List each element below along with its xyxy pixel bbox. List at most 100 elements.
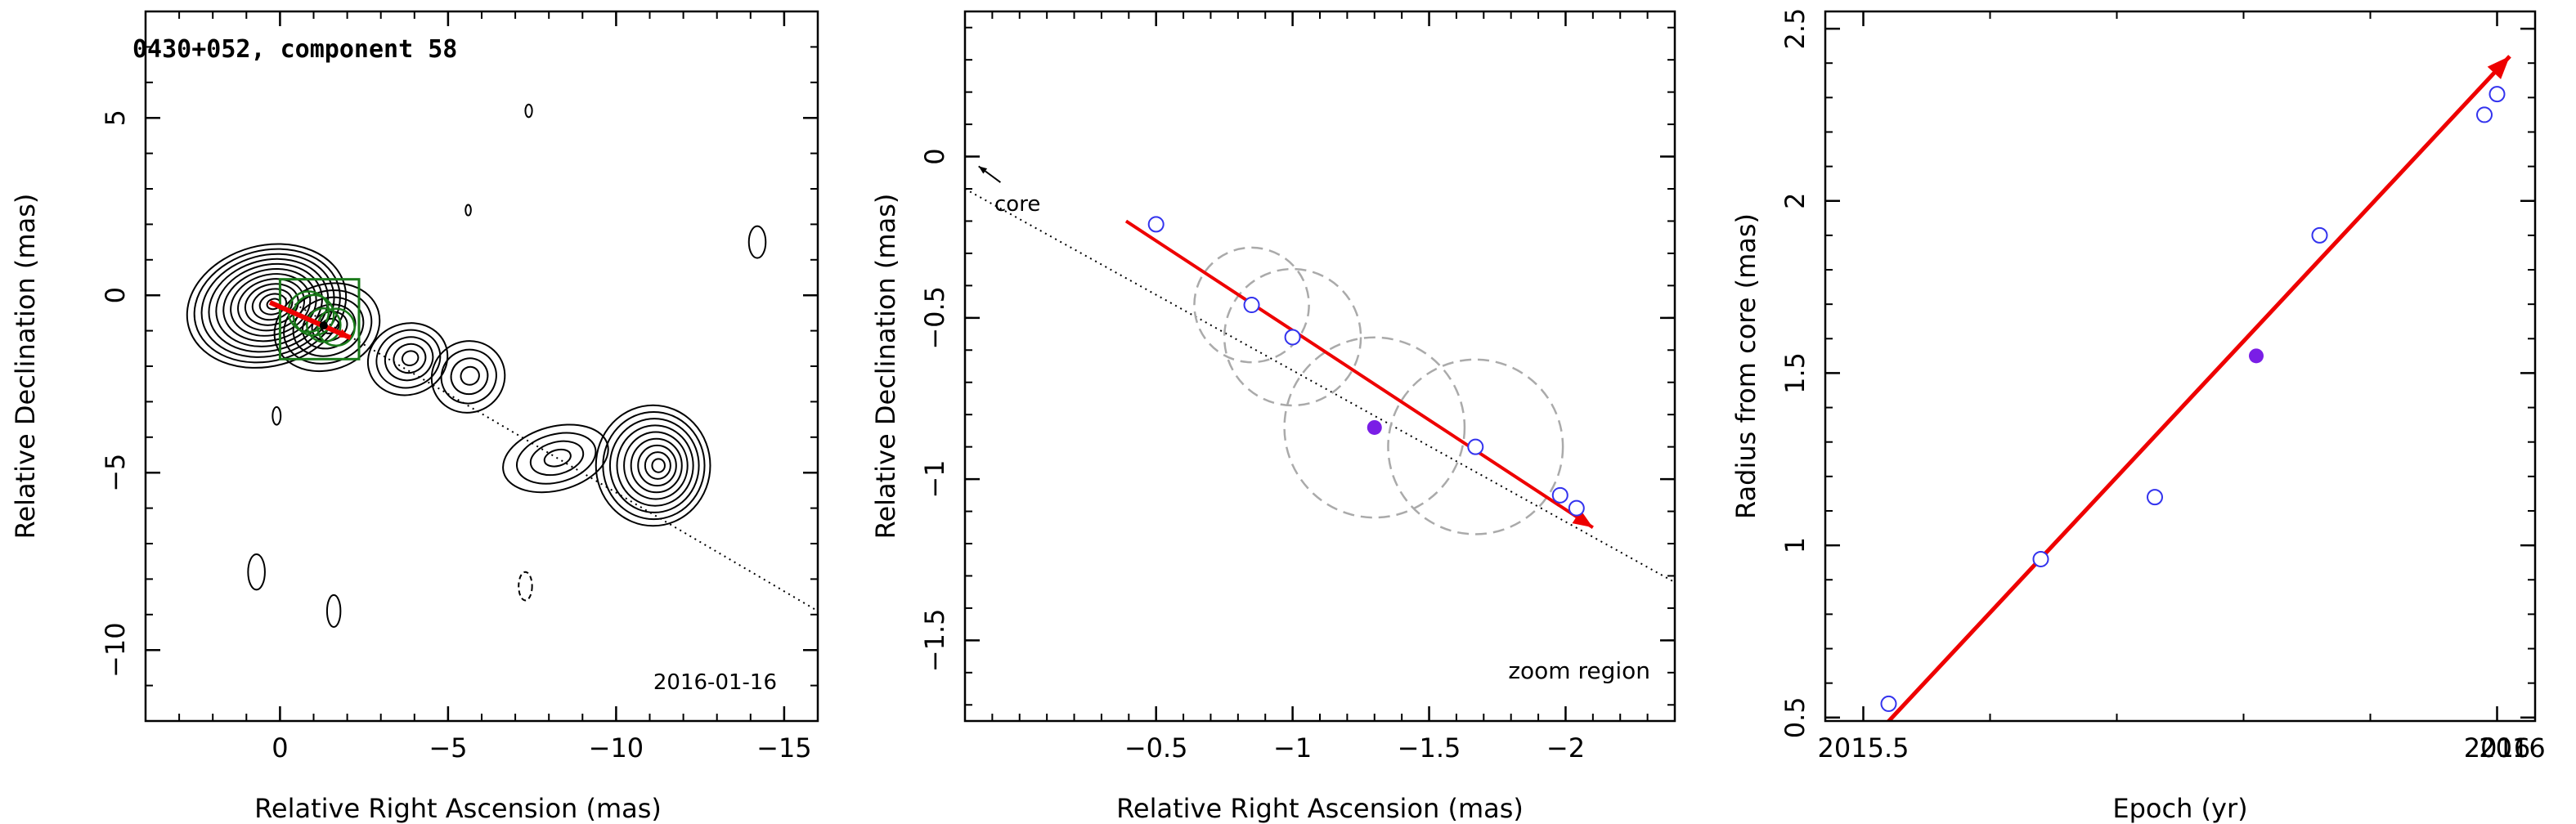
contour xyxy=(430,340,506,414)
y-axis-label: Relative Declination (mas) xyxy=(870,194,901,540)
axis-ticks: −0.5 −1 −1.5 −2 0 −0.5 −1 −1.5 xyxy=(919,11,1676,764)
jet-axis xyxy=(279,294,818,612)
current-epoch-point xyxy=(2249,348,2264,364)
epoch-point xyxy=(2311,226,2328,244)
x-tick-label: 0 xyxy=(272,732,288,764)
contour xyxy=(637,444,677,487)
arrow-head xyxy=(338,329,351,338)
core-label: core xyxy=(994,192,1040,217)
contour xyxy=(292,296,365,357)
date-label: 2016-01-16 xyxy=(653,670,777,695)
y-tick-label: −10 xyxy=(100,622,131,678)
current-epoch-point xyxy=(1367,419,1382,435)
contour xyxy=(608,418,700,513)
arrow-head xyxy=(978,166,988,174)
contour xyxy=(543,448,572,468)
epoch-point xyxy=(2476,106,2493,123)
velocity-arrow xyxy=(1886,55,2511,721)
contour xyxy=(651,458,666,473)
panel-frame xyxy=(144,10,819,723)
arrow-head xyxy=(1572,510,1593,528)
contour-layer xyxy=(186,103,767,628)
y-tick-label: 1.5 xyxy=(1779,352,1811,394)
y-tick-label: −0.5 xyxy=(919,286,950,350)
contour xyxy=(450,357,489,396)
y-tick-label: 0 xyxy=(919,148,950,164)
model-circle xyxy=(1387,358,1564,535)
x-tick-label: −0.5 xyxy=(1124,732,1188,764)
x-tick-label: −1.5 xyxy=(1398,732,1461,764)
epoch-point xyxy=(1243,297,1260,314)
axis-ticks: 2015.5 2016 0.5 1 1.5 2 2.5 2016 xyxy=(1779,8,2546,764)
x-axis-label: Relative Right Ascension (mas) xyxy=(1116,793,1524,824)
y-tick-label: −1 xyxy=(919,460,950,499)
contour xyxy=(384,336,434,382)
x-tick-label: −10 xyxy=(589,732,644,764)
zoom-plot-layer xyxy=(965,165,1675,584)
x-tick-label: 2015.5 xyxy=(1818,732,1910,764)
x-axis-label: Relative Right Ascension (mas) xyxy=(254,793,662,824)
x-tick-label: −2 xyxy=(1546,732,1585,764)
overlay-layer xyxy=(268,278,818,612)
epoch-point xyxy=(1880,695,1897,712)
contour xyxy=(272,405,282,426)
jet-axis xyxy=(965,188,1675,584)
y-tick-label: −1.5 xyxy=(919,609,950,673)
model-circle xyxy=(1283,336,1466,519)
epoch-point xyxy=(1284,329,1301,346)
contour xyxy=(393,343,427,374)
contour xyxy=(616,424,694,507)
y-tick-label: −5 xyxy=(100,454,131,492)
contour xyxy=(247,553,266,591)
y-tick-label: 2 xyxy=(1779,193,1811,209)
zoom-box xyxy=(278,278,361,360)
contour xyxy=(401,350,420,367)
panel-radius-vs-epoch: 2015.5 2016 0.5 1 1.5 2 2.5 2016 Epoch (yr) Rad… xyxy=(1730,8,2546,824)
contour xyxy=(460,365,480,386)
contour xyxy=(258,293,288,316)
y-axis-label: Relative Declination (mas) xyxy=(10,194,41,540)
contour xyxy=(524,103,533,119)
axis-ticks: 0 −5 −10 −15 5 0 −5 −10 xyxy=(100,11,818,764)
epoch-point xyxy=(2032,550,2049,567)
panel-frame xyxy=(1824,10,2537,723)
map-title: 0430+052, component 58 xyxy=(132,35,457,64)
y-tick-label: 5 xyxy=(100,110,131,126)
model-circle xyxy=(316,307,356,347)
radius-plot-layer xyxy=(1880,55,2511,721)
y-tick-label: 0 xyxy=(100,287,131,303)
epoch-point xyxy=(1467,438,1484,455)
velocity-arrow xyxy=(1124,219,1594,529)
contour xyxy=(464,204,472,217)
contour xyxy=(747,225,767,259)
contour xyxy=(186,243,348,369)
zoom-region-label: zoom region xyxy=(1508,657,1650,684)
y-tick-label: 2.5 xyxy=(1779,8,1811,50)
panel-zoom-region: −0.5 −1 −1.5 −2 0 −0.5 −1 −1.5 core zoom region… xyxy=(870,10,1676,824)
x-tick-label: 2016 xyxy=(2479,732,2545,764)
x-tick-label: −5 xyxy=(429,732,467,764)
contour xyxy=(630,437,683,494)
contour xyxy=(244,283,299,326)
contour xyxy=(366,322,449,396)
epoch-point xyxy=(2488,86,2506,103)
component-marker xyxy=(319,321,328,330)
model-circle xyxy=(1193,246,1310,364)
contour xyxy=(502,423,609,494)
contour xyxy=(515,432,597,485)
arrow-head xyxy=(2487,56,2510,79)
contour xyxy=(518,571,533,602)
contour xyxy=(237,278,306,332)
x-axis-label: Epoch (yr) xyxy=(2112,793,2247,824)
y-tick-label: 0.5 xyxy=(1779,696,1811,738)
epoch-point xyxy=(2147,489,2163,506)
model-circle xyxy=(1223,267,1362,407)
contour xyxy=(273,282,381,373)
x-tick-label: 2016 xyxy=(2464,732,2530,764)
contour xyxy=(325,593,342,628)
epoch-point xyxy=(1551,486,1568,504)
y-tick-label: 1 xyxy=(1779,537,1811,553)
x-tick-label: −1 xyxy=(1273,732,1312,764)
contour xyxy=(440,348,497,405)
